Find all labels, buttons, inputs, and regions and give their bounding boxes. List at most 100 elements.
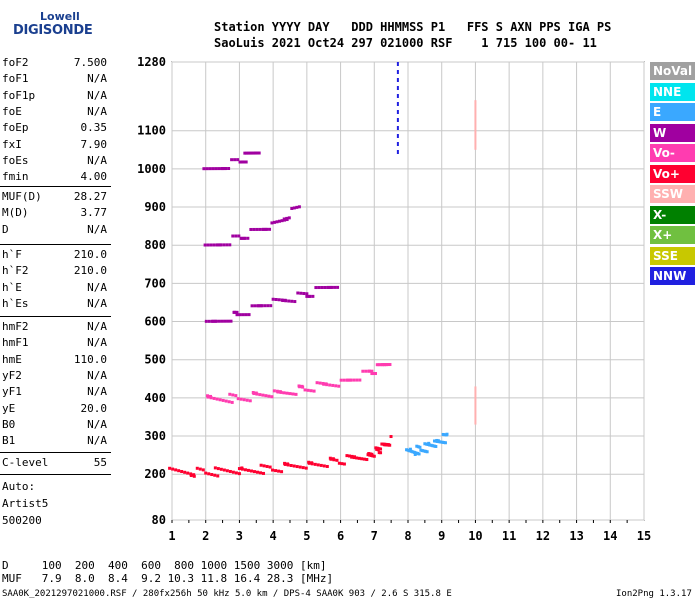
trace-point — [444, 433, 448, 437]
x-tick-label: 2 — [202, 529, 209, 543]
trace-point — [409, 449, 413, 453]
y-tick-label: 800 — [144, 238, 166, 252]
trace-point — [254, 151, 258, 155]
trace-point — [223, 319, 227, 323]
trace-point — [367, 369, 371, 373]
param-hmf1: hmF1 N/A — [2, 336, 107, 352]
artist-code: 500200 — [2, 514, 42, 527]
legend-item-x: X+ — [650, 226, 695, 244]
artist-label: Artist5 — [2, 497, 49, 510]
trace-point — [243, 468, 247, 472]
trace-point — [340, 462, 344, 466]
trace-point — [249, 227, 253, 231]
legend-item-nne: NNE — [650, 82, 695, 101]
trace-point — [355, 456, 359, 460]
trace-point — [280, 219, 284, 223]
trace-point — [372, 372, 376, 376]
trace-point — [342, 378, 346, 382]
y-tick-label: 700 — [144, 276, 166, 290]
trace-point — [374, 446, 378, 450]
legend-item-w: W — [650, 123, 695, 142]
param-b1: B1 N/A — [2, 434, 107, 450]
footer-version: Ion2Png 1.3.17 — [616, 589, 692, 599]
trace-point — [177, 469, 181, 473]
param-key: h`F2 — [2, 264, 29, 278]
trace-point — [352, 456, 356, 460]
trace-point — [411, 450, 415, 454]
trace-point — [236, 397, 240, 401]
trace-point — [289, 463, 293, 467]
trace-point — [334, 384, 338, 388]
trace-point — [346, 378, 350, 382]
trace-point — [266, 304, 270, 308]
trace-point — [238, 313, 242, 317]
trace-point — [226, 319, 230, 323]
trace-point — [370, 372, 374, 376]
legend-item-nnw: NNW — [650, 267, 695, 285]
trace-point — [301, 466, 305, 470]
trace-point — [310, 462, 314, 466]
trace-point — [236, 158, 240, 162]
trace-point — [424, 449, 428, 453]
separator — [0, 186, 111, 187]
trace-point — [418, 445, 422, 449]
ionogram-chart: 1 2 3 4 5 6 7 8 9 10 11 12 13 14 158020030040050060070… — [137, 55, 651, 543]
param-value: 0.35 — [80, 121, 108, 135]
trace-point — [306, 388, 310, 392]
param-hf: h`F 210.0 — [2, 248, 107, 264]
x-tick-label: 1 — [168, 529, 175, 543]
trace-point — [291, 392, 295, 396]
trace-point — [258, 393, 262, 397]
trace-point — [406, 448, 410, 452]
trace-point — [298, 465, 302, 469]
trace-point — [292, 206, 296, 210]
param-fxi: fxI 7.90 — [2, 138, 107, 154]
param-key: h`Es — [2, 296, 29, 310]
param-hes: h`Es N/A — [2, 297, 107, 313]
param-key: foF1 — [2, 72, 29, 86]
trace-point — [231, 393, 235, 397]
trace-point — [241, 313, 245, 317]
param-value: N/A — [87, 336, 107, 350]
trace-point — [247, 313, 251, 317]
param-value: N/A — [87, 88, 107, 102]
trace-point — [386, 363, 390, 367]
trace-point — [337, 384, 341, 388]
trace-point — [219, 243, 223, 247]
x-tick-label: 15 — [637, 529, 651, 543]
trace-point — [302, 292, 306, 296]
param-foep: foEp 0.35 — [2, 121, 107, 137]
param-value: N/A — [87, 296, 107, 310]
d-row: D 100 200 400 600 800 1000 1500 3000 [km… — [2, 559, 327, 572]
trace-point — [212, 396, 216, 400]
legend-item-noval: NoVal — [650, 62, 695, 80]
trace-point — [286, 463, 290, 467]
trace-point — [260, 304, 264, 308]
trace-point — [247, 151, 251, 155]
param-value: N/A — [87, 417, 107, 431]
trace-point — [423, 442, 427, 446]
trace-point — [294, 392, 298, 396]
trace-point — [239, 397, 243, 401]
trace-point — [336, 285, 340, 289]
param-key: C-level — [2, 456, 49, 469]
param-value: N/A — [87, 320, 107, 333]
x-tick-label: 4 — [270, 529, 277, 543]
trace-point — [262, 464, 266, 468]
param-value: 55 — [93, 456, 107, 469]
trace-point — [263, 304, 267, 308]
trace-point — [364, 369, 368, 373]
trace-point — [183, 470, 187, 474]
trace-point — [440, 440, 444, 444]
header-line-1: Station YYYY DAY DDD HHMMSS P1 FFS S AXN… — [214, 20, 612, 34]
trace-point — [415, 444, 419, 448]
trace-point — [432, 444, 436, 448]
param-key: yE — [2, 401, 16, 415]
trace-point — [292, 464, 296, 468]
trace-point — [283, 462, 287, 466]
trace-point — [280, 470, 284, 474]
trace-point — [272, 389, 276, 393]
param-yf1: yF1 N/A — [2, 385, 107, 401]
trace-point — [220, 319, 224, 323]
trace-point — [388, 443, 392, 447]
